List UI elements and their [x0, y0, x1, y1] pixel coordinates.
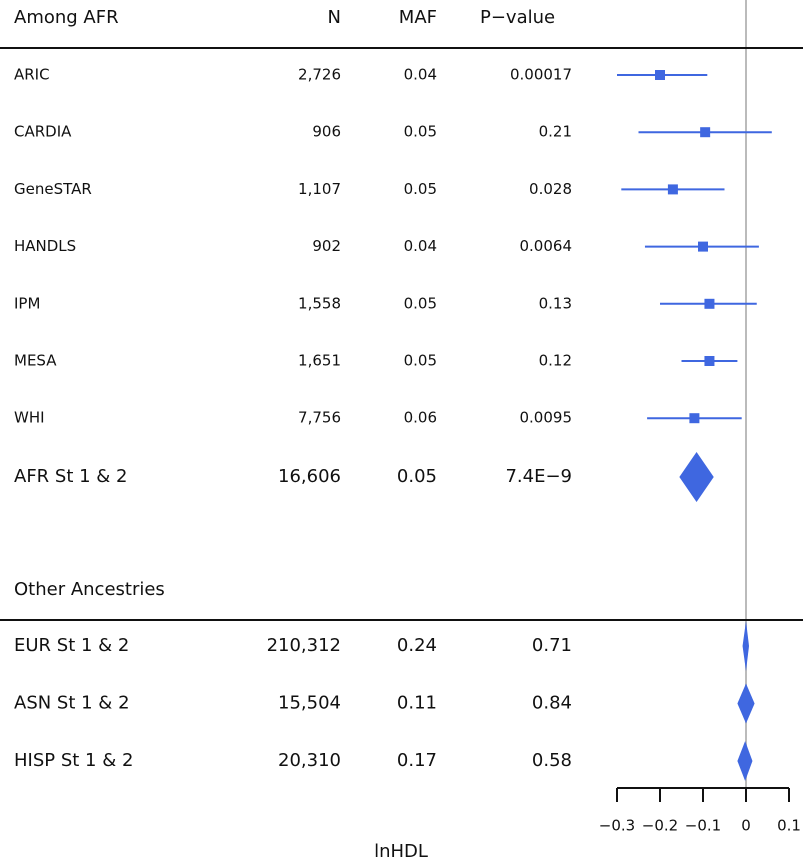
row-label: MESA: [14, 352, 57, 370]
row-label: IPM: [14, 294, 40, 312]
column-header: N: [328, 7, 341, 28]
cell: 7.4E−9: [505, 466, 572, 487]
cell: 7,756: [298, 409, 341, 427]
summary-diamond: [737, 683, 755, 724]
column-header: MAF: [399, 7, 437, 28]
summary-diamond: [742, 621, 750, 671]
row-label: EUR St 1 & 2: [14, 635, 129, 656]
cell: 0.05: [397, 466, 437, 487]
row-label: HANDLS: [14, 237, 76, 255]
row-label: ASN St 1 & 2: [14, 693, 130, 714]
cell: 0.13: [539, 294, 572, 312]
cell: 0.12: [539, 352, 572, 370]
cell: 210,312: [267, 635, 341, 656]
row-label: ARIC: [14, 66, 50, 84]
summary-diamond: [679, 452, 714, 502]
cell: 0.04: [404, 66, 437, 84]
cell: 1,651: [298, 352, 341, 370]
cell: 2,726: [298, 66, 341, 84]
x-tick-label: −0.3: [599, 817, 635, 835]
cell: 0.21: [539, 123, 572, 141]
cell: 1,558: [298, 294, 341, 312]
cell: 0.0095: [520, 409, 573, 427]
group-title: Among AFR: [14, 7, 119, 28]
x-tick-label: 0.1: [777, 817, 801, 835]
summary-diamond: [737, 741, 753, 781]
cell: 0.0064: [520, 237, 573, 255]
cell: 0.00017: [510, 66, 572, 84]
row-label: CARDIA: [14, 123, 72, 141]
x-tick-label: −0.2: [642, 817, 678, 835]
group-title: Other Ancestries: [14, 579, 165, 600]
cell: 0.71: [532, 635, 572, 656]
cell: 20,310: [278, 750, 341, 771]
row-label: HISP St 1 & 2: [14, 750, 133, 771]
x-axis-label: lnHDL: [374, 841, 428, 862]
point-estimate: [700, 127, 711, 138]
cell: 0.04: [404, 237, 437, 255]
cell: 0.028: [529, 180, 572, 198]
row-label: AFR St 1 & 2: [14, 466, 127, 487]
cell: 0.05: [404, 352, 437, 370]
cell: 0.58: [532, 750, 572, 771]
x-tick-label: −0.1: [685, 817, 721, 835]
cell: 15,504: [278, 693, 341, 714]
cell: 0.05: [404, 294, 437, 312]
row-label: WHI: [14, 409, 45, 427]
cell: 0.17: [397, 750, 437, 771]
column-header: P−value: [480, 7, 555, 28]
cell: 0.05: [404, 180, 437, 198]
point-estimate: [704, 298, 715, 309]
x-tick-label: 0: [741, 817, 751, 835]
cell: 16,606: [278, 466, 341, 487]
point-estimate: [655, 70, 665, 80]
row-label: GeneSTAR: [14, 180, 92, 198]
cell: 0.84: [532, 693, 572, 714]
cell: 0.11: [397, 693, 437, 714]
cell: 0.24: [397, 635, 437, 656]
cell: 0.06: [404, 409, 437, 427]
point-estimate: [698, 241, 708, 252]
cell: 906: [312, 123, 341, 141]
cell: 1,107: [298, 180, 341, 198]
cell: 0.05: [404, 123, 437, 141]
point-estimate: [689, 413, 700, 424]
point-estimate: [704, 356, 715, 366]
cell: 902: [312, 237, 341, 255]
point-estimate: [667, 184, 678, 195]
